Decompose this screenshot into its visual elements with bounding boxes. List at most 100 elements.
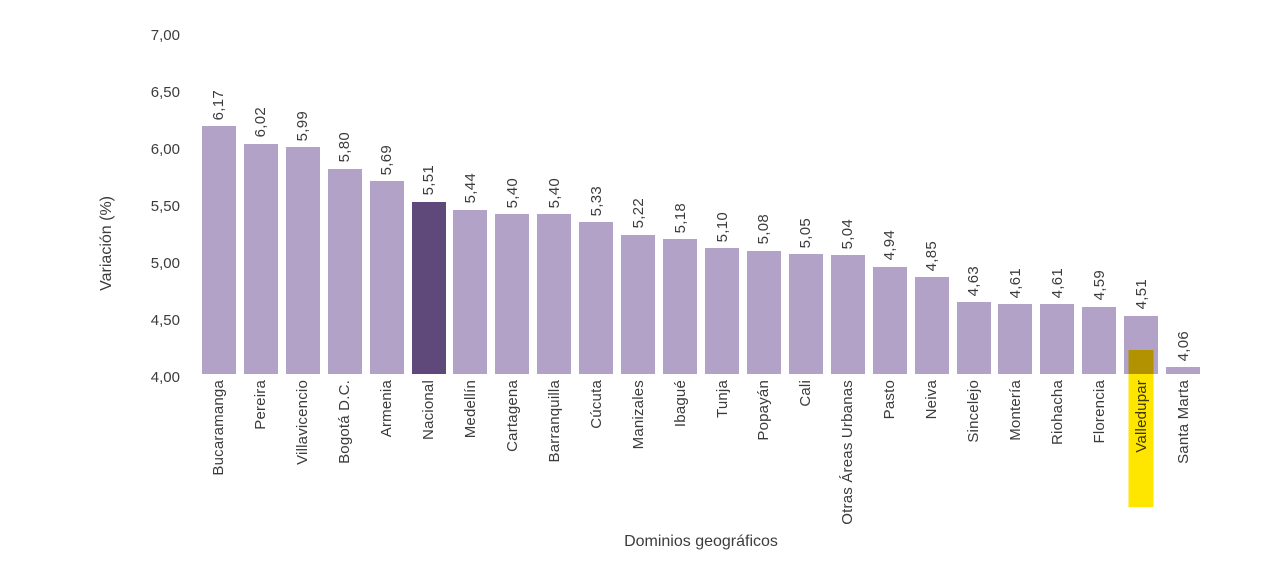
bar xyxy=(746,250,781,374)
bar-value-label: 4,61 xyxy=(1006,267,1024,299)
bar xyxy=(621,234,656,374)
bar-value-label: 4,94 xyxy=(881,230,899,261)
bar-column-barranquilla: 5,40 Barranquilla xyxy=(533,36,575,528)
bar-value-label: 5,10 xyxy=(713,212,731,243)
bar-value-label: 5,04 xyxy=(839,218,857,250)
bar-column-bucaramanga: 6,17 Bucaramanga xyxy=(198,36,240,528)
bar xyxy=(327,168,362,374)
bar-value-label: 4,61 xyxy=(1048,267,1066,299)
bar-column-armenia: 5,69 Armenia xyxy=(366,36,408,528)
category-label: Villavicencio xyxy=(294,379,312,465)
category-label: Pasto xyxy=(881,379,899,420)
bar-value-label: 5,18 xyxy=(671,202,689,234)
bar-value-label: 5,51 xyxy=(420,165,438,196)
category-label: Medellín xyxy=(461,379,479,439)
bar xyxy=(788,254,823,374)
bar-value-label: 4,51 xyxy=(1132,279,1150,310)
bar xyxy=(285,146,320,374)
bar-column-medellin: 5,44 Medellín xyxy=(450,36,492,528)
y-tick-label: 4,00 xyxy=(150,369,180,386)
bar xyxy=(579,222,614,374)
bar-column-cucuta: 5,33 Cúcuta xyxy=(575,36,617,528)
category-label: Popayán xyxy=(755,379,773,441)
bar xyxy=(663,239,698,374)
bar-column-valledupar: 4,51Valledupar xyxy=(1120,36,1162,528)
bar-column-cali: 5,05 Cali xyxy=(785,36,827,528)
bar-column-ibague: 5,18 Ibagué xyxy=(659,36,701,528)
bar xyxy=(1082,306,1117,374)
category-label: Montería xyxy=(1006,379,1024,441)
bar-value-label: 4,06 xyxy=(1174,330,1192,362)
bar xyxy=(201,126,236,374)
category-label: Sincelejo xyxy=(965,379,983,443)
y-axis-title: Variación (%) xyxy=(98,196,115,291)
x-axis-title: Dominios geográficos xyxy=(624,533,778,550)
bar-value-label: 5,33 xyxy=(587,185,605,217)
category-label: Cali xyxy=(797,379,815,407)
bar-column-pasto: 4,94 Pasto xyxy=(869,36,911,528)
category-label: Tunja xyxy=(713,379,731,418)
bar-value-label: 6,02 xyxy=(252,107,270,138)
category-label: Manizales xyxy=(629,379,647,450)
bar-value-label: 5,80 xyxy=(336,132,354,163)
y-tick-label: 6,50 xyxy=(150,84,180,101)
category-label: Nacional xyxy=(420,379,438,440)
bar-column-sincelejo: 4,63 Sincelejo xyxy=(953,36,995,528)
bar-column-florencia: 4,59 Florencia xyxy=(1078,36,1120,528)
bar-column-neiva: 4,85 Neiva xyxy=(911,36,953,528)
bar-value-label: 4,59 xyxy=(1090,270,1108,301)
bar-value-label: 5,08 xyxy=(755,214,773,245)
bar-column-tunja: 5,10 Tunja xyxy=(701,36,743,528)
y-tick-label: 5,00 xyxy=(150,255,180,272)
bar-column-bogota-d-c-: 5,80 Bogotá D.C. xyxy=(324,36,366,528)
category-label: Riohacha xyxy=(1048,379,1066,445)
category-label: Cúcuta xyxy=(587,379,605,429)
bar-column-otras-areas-urbanas: 5,04 Otras Áreas Urbanas xyxy=(827,36,869,528)
bar xyxy=(1040,304,1075,374)
y-axis: 7,00 6,50 6,00 5,50 5,00 4,50 4,00 xyxy=(0,0,180,576)
y-tick-label: 6,00 xyxy=(150,141,180,158)
bar-column-manizales: 5,22 Manizales xyxy=(617,36,659,528)
category-label: Otras Áreas Urbanas xyxy=(839,379,857,525)
bar xyxy=(495,214,530,374)
bar xyxy=(411,201,446,374)
bar xyxy=(537,214,572,374)
bar-value-label: 5,99 xyxy=(294,110,312,141)
category-label: Pereira xyxy=(252,379,270,430)
bar xyxy=(872,266,907,374)
y-tick-label: 5,50 xyxy=(150,198,180,215)
bar xyxy=(914,276,949,374)
category-label: Bucaramanga xyxy=(210,379,228,476)
category-label: Santa Marta xyxy=(1174,379,1192,464)
bar xyxy=(956,302,991,374)
bar-column-pereira: 6,02 Pereira xyxy=(240,36,282,528)
bar-column-monteria: 4,61 Montería xyxy=(995,36,1037,528)
y-tick-label: 4,50 xyxy=(150,312,180,329)
category-label: Ibagué xyxy=(671,379,689,427)
bar xyxy=(705,248,740,374)
bar-column-villavicencio: 5,99 Villavicencio xyxy=(282,36,324,528)
bar xyxy=(998,304,1033,374)
category-label: Armenia xyxy=(378,379,396,438)
bar-column-santa-marta: 4,06 Santa Marta xyxy=(1162,36,1204,528)
bar xyxy=(243,143,278,374)
bar-value-label: 5,40 xyxy=(503,177,521,209)
highlight-marker xyxy=(1128,350,1154,507)
bar-value-label: 5,69 xyxy=(378,144,396,176)
bar-column-popayan: 5,08 Popayán xyxy=(743,36,785,528)
bar xyxy=(369,181,404,374)
category-label: Florencia xyxy=(1090,379,1108,444)
category-label: Barranquilla xyxy=(545,379,563,463)
plot-area: 6,17 Bucaramanga 6,02 Pereira 5,99 Villavicen… xyxy=(198,36,1204,528)
bar-column-nacional: 5,51 Nacional xyxy=(408,36,450,528)
bar xyxy=(830,255,865,374)
bar xyxy=(1166,367,1201,374)
bar-column-cartagena: 5,40 Cartagena xyxy=(491,36,533,528)
bar-value-label: 4,63 xyxy=(965,265,983,297)
y-tick-label: 7,00 xyxy=(150,27,180,44)
bar-column-riohacha: 4,61 Riohacha xyxy=(1036,36,1078,528)
category-label: Cartagena xyxy=(503,379,521,452)
bar-value-label: 5,05 xyxy=(797,217,815,249)
bar xyxy=(453,209,488,374)
